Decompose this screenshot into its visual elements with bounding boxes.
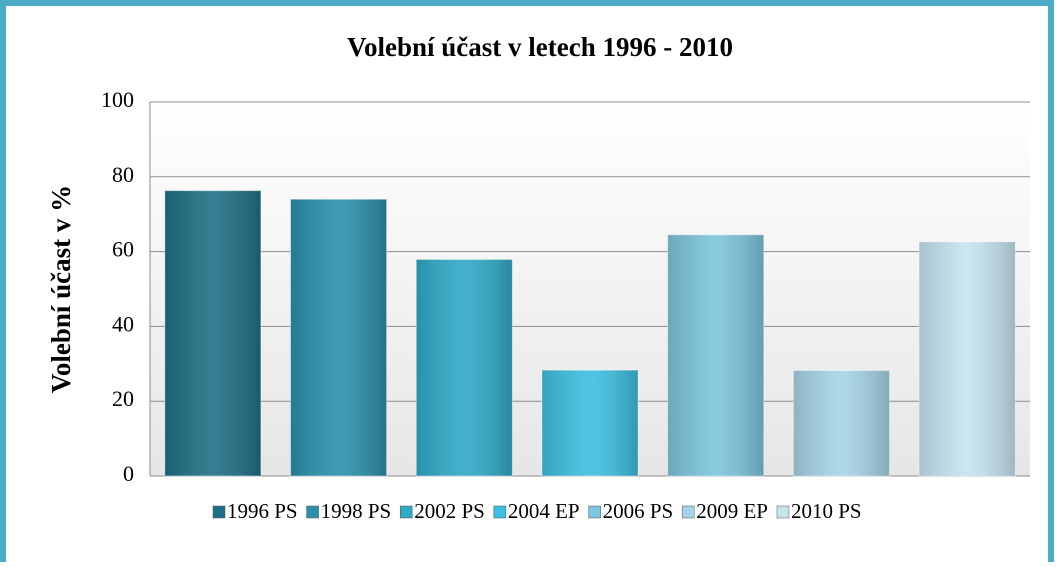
y-tick-label: 100 — [101, 87, 134, 112]
bar — [164, 190, 262, 477]
legend-label: 1996 PS — [227, 499, 298, 523]
bar — [792, 370, 890, 477]
y-axis-label: Volební účast v % — [46, 185, 76, 393]
legend-label: 2010 PS — [791, 499, 862, 523]
legend-label: 2009 EP — [696, 499, 768, 523]
legend-swatch — [776, 505, 790, 519]
legend-swatch — [399, 505, 413, 519]
bar — [918, 241, 1016, 477]
chart-title: Volební účast v letech 1996 - 2010 — [347, 32, 733, 62]
legend-swatch — [493, 505, 507, 519]
bar — [667, 234, 765, 477]
legend-label: 1998 PS — [321, 499, 392, 523]
legend-label: 2002 PS — [414, 499, 485, 523]
y-tick-label: 0 — [123, 461, 134, 486]
bar — [415, 258, 513, 477]
bar — [541, 369, 639, 477]
legend-swatch — [306, 505, 319, 519]
legend-swatch — [212, 505, 226, 519]
legend-swatch — [588, 505, 601, 519]
legend-label: 2006 PS — [603, 499, 674, 523]
y-tick-label: 20 — [112, 386, 134, 411]
y-tick-label: 80 — [112, 162, 134, 187]
legend-label: 2004 EP — [508, 499, 580, 523]
legend-swatch — [681, 505, 695, 519]
y-tick-label: 40 — [112, 311, 134, 336]
bar — [290, 198, 388, 477]
y-tick-label: 60 — [112, 237, 134, 262]
